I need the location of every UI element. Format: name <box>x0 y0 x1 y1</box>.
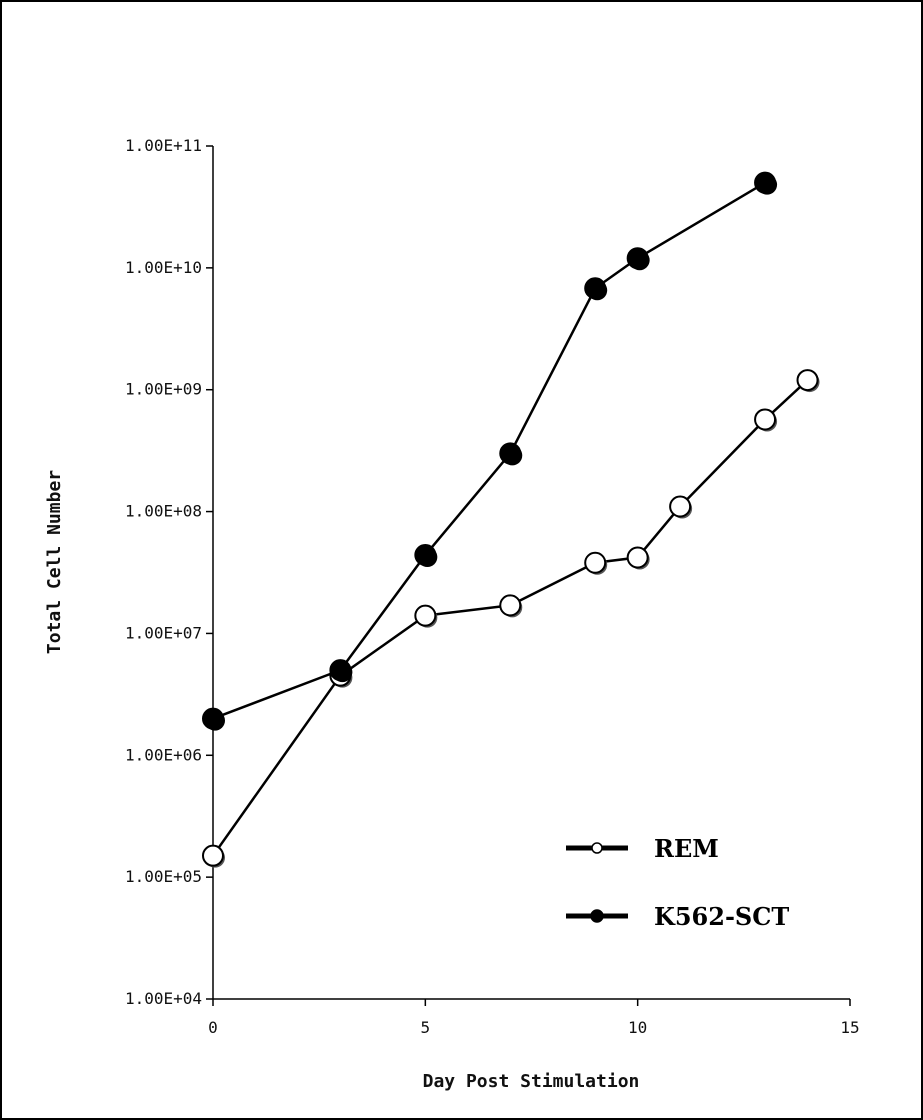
y-tick-label: 1.00E+10 <box>125 258 202 277</box>
x-tick-label: 0 <box>208 1018 218 1037</box>
data-point-rem <box>796 369 819 392</box>
series-k562-sct <box>202 171 778 731</box>
data-point-k562-sct <box>499 442 522 465</box>
data-point-k562-sct <box>626 247 649 270</box>
x-tick-label: 5 <box>421 1018 431 1037</box>
data-point-k562-sct <box>329 659 352 682</box>
data-point-rem <box>626 546 649 569</box>
y-tick-label: 1.00E+08 <box>125 502 202 521</box>
legend-item-k562-sct: K562-SCT <box>566 902 789 931</box>
legend-marker <box>590 909 604 923</box>
y-tick-label: 1.00E+09 <box>125 380 202 399</box>
y-tick-label: 1.00E+05 <box>125 867 202 886</box>
data-point-k562-sct <box>584 277 607 300</box>
x-ticks: 0 5 10 15 <box>208 999 860 1037</box>
y-tick-label: 1.00E+11 <box>125 136 202 155</box>
data-point-rem <box>754 408 777 431</box>
y-ticks: 1.00E+04 1.00E+05 1.00E+06 1.00E+07 1.00E+08… <box>125 136 213 1008</box>
legend-label: K562-SCT <box>654 902 789 931</box>
data-point-k562-sct <box>414 544 437 567</box>
series-layer <box>202 171 820 868</box>
data-point-k562-sct <box>754 171 777 194</box>
x-tick-label: 10 <box>628 1018 647 1037</box>
legend-label: REM <box>654 834 719 863</box>
data-point-rem <box>202 844 224 867</box>
legend: REM K562-SCT <box>566 834 789 931</box>
y-axis-title: Total Cell Number <box>44 470 65 654</box>
legend-item-rem: REM <box>566 834 719 863</box>
y-tick-label: 1.00E+07 <box>125 623 202 642</box>
data-point-rem <box>584 551 607 574</box>
x-tick-label: 15 <box>840 1018 859 1037</box>
y-tick-label: 1.00E+04 <box>125 989 202 1008</box>
data-point-rem <box>414 604 437 627</box>
series-line-k562-sct <box>212 181 766 720</box>
data-point-rem <box>499 594 522 617</box>
data-point-rem <box>669 495 692 518</box>
x-axis-title: Day Post Stimulation <box>423 1071 640 1092</box>
y-tick-label: 1.00E+06 <box>125 745 202 764</box>
legend-marker <box>591 842 603 854</box>
data-point-k562-sct <box>202 707 224 730</box>
axes <box>212 146 850 1000</box>
